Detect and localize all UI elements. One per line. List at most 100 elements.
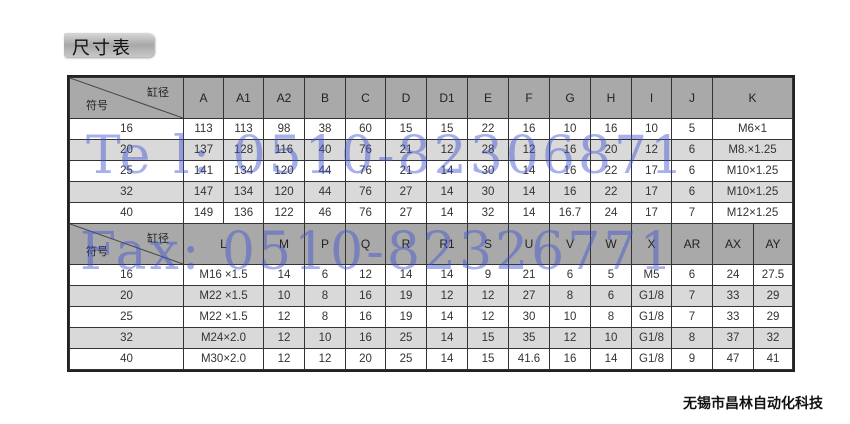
dimension-cell: 33: [712, 285, 754, 307]
company-name: 无锡市昌林自动化科技: [683, 396, 823, 412]
dimension-cell: 14: [426, 202, 468, 224]
dimension-cell: 12: [549, 327, 591, 349]
dimension-cell: 41.6: [508, 348, 550, 370]
dimension-cell: 14: [508, 202, 550, 224]
dimension-cell: M5: [631, 264, 672, 286]
dimension-cell: 15: [467, 327, 509, 349]
dimension-cell: 14: [426, 348, 468, 370]
dimension-cell: 19: [385, 306, 427, 328]
dimension-cell: 32: [753, 327, 793, 349]
dimension-cell: M8.×1.25: [712, 139, 793, 161]
dimension-cell: 6: [671, 264, 713, 286]
dimension-cell: M6×1: [712, 118, 793, 140]
bore-size-cell: 20: [69, 139, 184, 161]
dimension-cell: 14: [590, 348, 632, 370]
dimension-table: 缸径 符号 A A1 A2 B C D D1 E F G H I J K 16 113 113 98 38 60 15 15 2…: [69, 77, 793, 370]
dimension-cell: 17: [631, 202, 672, 224]
column-header: P: [304, 223, 346, 265]
dimension-cell: 12: [508, 139, 550, 161]
dimension-cell: M30×2.0: [183, 348, 264, 370]
dimension-cell: 76: [345, 181, 386, 203]
column-header: I: [631, 77, 672, 119]
dimension-cell: 7: [671, 306, 713, 328]
dimension-cell: 9: [671, 348, 713, 370]
column-header: Q: [345, 223, 386, 265]
column-header: A2: [263, 77, 305, 119]
column-header: AX: [712, 223, 754, 265]
bore-size-cell: 25: [69, 160, 184, 182]
dimension-cell: 10: [549, 118, 591, 140]
dimension-cell: 134: [223, 160, 264, 182]
dimension-cell: 27: [385, 181, 427, 203]
dimension-cell: 9: [467, 264, 509, 286]
column-header: R: [385, 223, 427, 265]
dimension-cell: 19: [385, 285, 427, 307]
bore-size-cell: 32: [69, 327, 184, 349]
column-header: K: [712, 77, 793, 119]
dimension-cell: M22 ×1.5: [183, 285, 264, 307]
dimension-cell: 8: [671, 327, 713, 349]
dimension-cell: M10×1.25: [712, 160, 793, 182]
table-row: 32 147 134 120 44 76 27 14 30 14 16 22 17 6 M10×1.25: [69, 181, 793, 203]
dimension-cell: 27: [385, 202, 427, 224]
dimension-cell: 147: [183, 181, 224, 203]
dimension-cell: M12×1.25: [712, 202, 793, 224]
dimension-cell: 24: [712, 264, 754, 286]
dimension-cell: 12: [467, 306, 509, 328]
dimension-cell: 14: [426, 160, 468, 182]
dimension-cell: M16 ×1.5: [183, 264, 264, 286]
dimension-cell: 120: [263, 181, 305, 203]
dimension-cell: 16: [508, 118, 550, 140]
dimension-cell: 5: [671, 118, 713, 140]
dimension-cell: 16: [345, 285, 386, 307]
dimension-cell: 17: [631, 160, 672, 182]
table-row: 32 M24×2.0 12 10 16 25 14 15 35 12 10 G1/8 8 37 32: [69, 327, 793, 349]
dimension-cell: 30: [467, 160, 509, 182]
dimension-cell: 12: [263, 327, 305, 349]
dimension-cell: 12: [631, 139, 672, 161]
dimension-cell: 76: [345, 160, 386, 182]
bore-size-cell: 25: [69, 306, 184, 328]
dimension-cell: 6: [671, 160, 713, 182]
dimension-cell: 35: [508, 327, 550, 349]
dimension-cell: 29: [753, 285, 793, 307]
table-row: 25 141 134 120 44 76 21 14 30 14 16 22 17 6 M10×1.25: [69, 160, 793, 182]
dimension-cell: 12: [467, 285, 509, 307]
dimension-cell: 27.5: [753, 264, 793, 286]
dimension-cell: 10: [590, 327, 632, 349]
dimension-cell: 6: [549, 264, 591, 286]
dimension-cell: 20: [345, 348, 386, 370]
dimension-cell: 8: [590, 306, 632, 328]
diagonal-divider: [70, 224, 183, 264]
table-row: 20 137 128 116 40 76 21 12 28 12 16 20 12 6 M8.×1.25: [69, 139, 793, 161]
dimension-cell: 8: [549, 285, 591, 307]
dimension-cell: G1/8: [631, 327, 672, 349]
dimension-cell: 25: [385, 348, 427, 370]
dimension-cell: 12: [304, 348, 346, 370]
dimension-cell: M10×1.25: [712, 181, 793, 203]
bore-size-cell: 16: [69, 118, 184, 140]
dimension-cell: 25: [385, 327, 427, 349]
dimension-cell: 128: [223, 139, 264, 161]
dimension-cell: 16: [549, 139, 591, 161]
dimension-cell: 116: [263, 139, 305, 161]
dimension-cell: 8: [304, 306, 346, 328]
dimension-cell: 14: [263, 264, 305, 286]
column-header: G: [549, 77, 591, 119]
dimension-cell: 113: [183, 118, 224, 140]
dimension-cell: 30: [467, 181, 509, 203]
dimension-cell: 46: [304, 202, 346, 224]
dimension-cell: 21: [385, 160, 427, 182]
dimension-cell: 10: [549, 306, 591, 328]
table-row: 40 M30×2.0 12 12 20 25 14 15 41.6 16 14 G1/8 9 47 41: [69, 348, 793, 370]
dimension-cell: 40: [304, 139, 346, 161]
header-row: 缸径 符号 A A1 A2 B C D D1 E F G H I J K: [69, 77, 793, 119]
dimension-cell: 38: [304, 118, 346, 140]
bore-size-cell: 40: [69, 348, 184, 370]
bore-size-cell: 32: [69, 181, 184, 203]
dimension-cell: 14: [426, 181, 468, 203]
dimension-cell: 12: [263, 348, 305, 370]
column-header: C: [345, 77, 386, 119]
dimension-cell: 41: [753, 348, 793, 370]
column-header: M: [263, 223, 305, 265]
